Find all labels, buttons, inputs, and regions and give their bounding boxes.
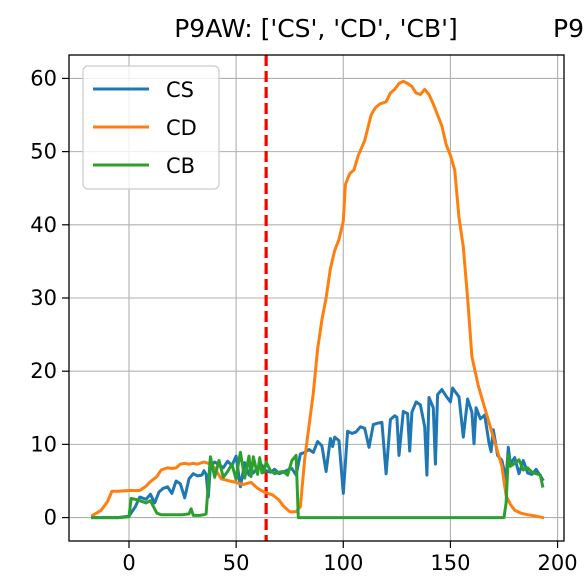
x-tick-label: 0: [122, 551, 135, 575]
y-tick-label: 30: [30, 286, 57, 310]
x-tick-label: 200: [538, 551, 578, 575]
chart-title: P9AW: ['CS', 'CD', 'CB']: [174, 14, 458, 43]
grid: [69, 55, 564, 541]
legend-box: [82, 65, 220, 190]
x-tick-label: 150: [430, 551, 470, 575]
axis-ticks: 0 50 100 150 200 0 10 20 30 40 50 60: [30, 66, 577, 575]
y-tick-label: 50: [30, 140, 57, 164]
series-layer: [90, 79, 545, 520]
series-line-cs: [91, 386, 545, 520]
y-tick-label: 60: [30, 66, 57, 90]
x-tick-label: 50: [223, 551, 250, 575]
y-tick-label: 10: [30, 432, 57, 456]
y-tick-label: 20: [30, 359, 57, 383]
series-line-cb: [91, 450, 545, 520]
chart-title-overflow: P9: [553, 14, 584, 43]
legend-label-cb: CB: [166, 154, 195, 178]
legend-label-cs: CS: [166, 78, 194, 102]
series-line-cd: [90, 79, 545, 520]
y-tick-label: 40: [30, 213, 57, 237]
legend: CS CD CB: [82, 65, 220, 190]
y-tick-label: 0: [44, 506, 57, 530]
x-tick-label: 100: [323, 551, 363, 575]
legend-label-cd: CD: [166, 116, 197, 140]
